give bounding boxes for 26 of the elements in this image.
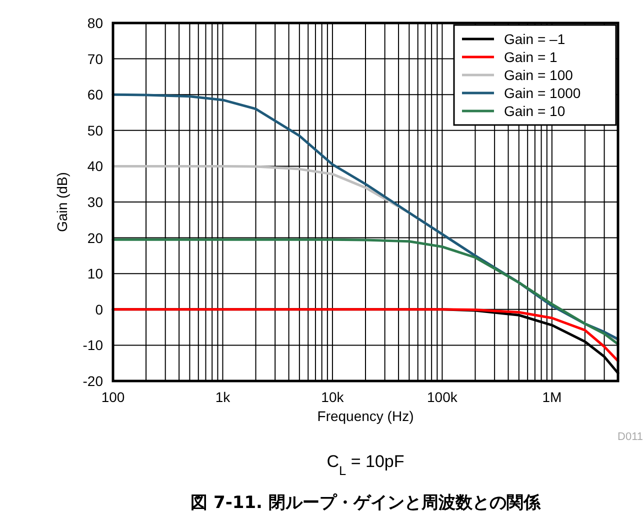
y-tick-label: 0: [95, 301, 104, 318]
x-tick-label: 1M: [542, 389, 562, 405]
y-tick-label: 60: [87, 86, 104, 103]
y-tick-label: 70: [87, 50, 104, 67]
y-tick-label: -20: [82, 373, 104, 389]
legend-label: Gain = 100: [504, 67, 574, 83]
x-tick-label: 1k: [215, 389, 232, 405]
legend-label: Gain = –1: [504, 31, 566, 47]
x-tick-label: 10k: [321, 389, 345, 405]
text: 図 7-11. 閉ループ・ゲインと周波数との関係: [190, 493, 542, 513]
y-tick-label: 10: [87, 266, 104, 282]
x-tick-label: 100k: [427, 389, 458, 405]
y-tick-label: 30: [87, 194, 104, 210]
y-tick-label: 80: [87, 15, 104, 31]
y-axis-title: Gain (dB): [54, 172, 70, 232]
legend-label: Gain = 1: [504, 49, 558, 65]
y-tick-label: 20: [87, 230, 104, 246]
y-tick-label: 50: [87, 122, 104, 138]
y-tick-label: -10: [82, 337, 104, 354]
legend-label: Gain = 10: [504, 103, 566, 119]
text: C$_{L}$ = 10pF: [326, 452, 404, 478]
text: D011: [618, 431, 643, 443]
y-tick-label: 40: [87, 158, 104, 174]
x-axis-title: Frequency (Hz): [317, 408, 414, 424]
x-tick-label: 100: [101, 389, 125, 405]
legend-label: Gain = 1000: [504, 85, 581, 101]
